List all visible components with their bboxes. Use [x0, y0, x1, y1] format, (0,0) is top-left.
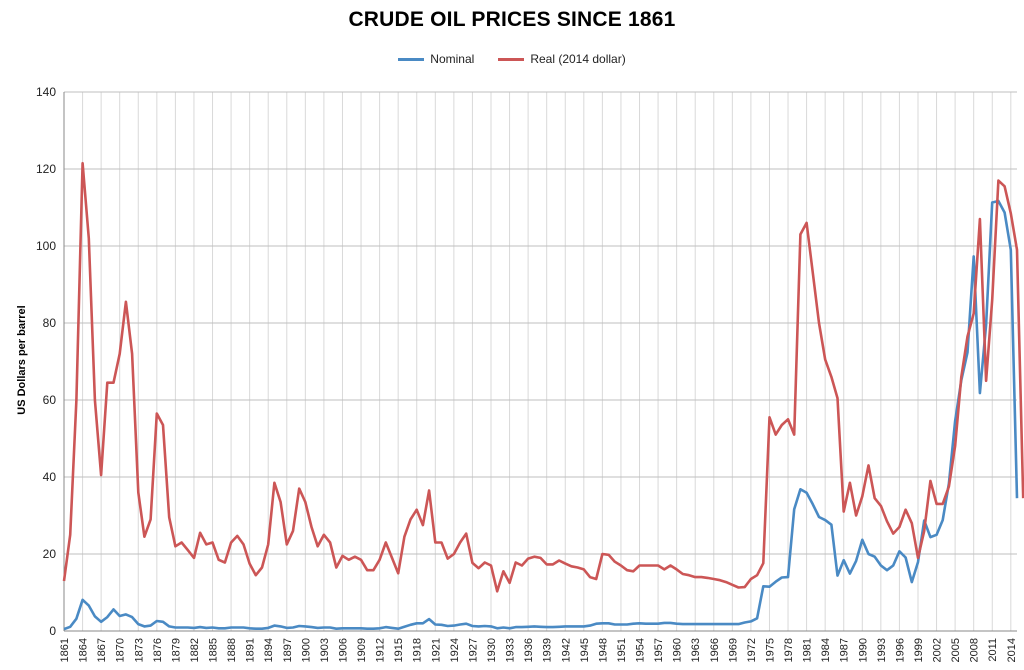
x-tick-label: 2005 — [950, 638, 962, 662]
y-tick-label: 100 — [36, 239, 56, 253]
series-line-real — [62, 161, 1024, 593]
x-tick-label: 1867 — [96, 638, 108, 662]
legend-label-nominal: Nominal — [430, 52, 475, 66]
x-tick-label: 1963 — [690, 638, 702, 662]
y-tick-label: 40 — [43, 470, 57, 484]
x-tick-label: 1861 — [59, 638, 71, 662]
x-tick-label: 1912 — [375, 638, 387, 662]
x-tick-label: 1945 — [579, 638, 591, 662]
x-tick-label: 1960 — [672, 638, 684, 662]
y-tick-label: 140 — [36, 85, 56, 99]
x-tick-label: 1894 — [263, 638, 275, 662]
x-tick-label: 1939 — [542, 638, 554, 662]
x-tick-label: 1891 — [245, 638, 257, 662]
x-tick-label: 1882 — [189, 638, 201, 662]
y-tick-label: 120 — [36, 162, 56, 176]
x-tick-label: 2008 — [969, 638, 981, 662]
y-tick-label: 0 — [49, 624, 56, 638]
x-tick-label: 1864 — [78, 638, 90, 662]
y-tick-label: 20 — [43, 547, 57, 561]
x-tick-label: 1915 — [393, 638, 405, 662]
x-tick-label: 1966 — [709, 638, 721, 662]
x-tick-label: 1876 — [152, 638, 164, 662]
series-line-nominal — [63, 199, 1019, 631]
x-tick-label: 2014 — [1006, 638, 1018, 662]
y-tick-label: 80 — [43, 316, 57, 330]
x-tick-label: 1984 — [820, 638, 832, 662]
x-tick-label: 1909 — [356, 638, 368, 662]
x-tick-label: 1927 — [467, 638, 479, 662]
y-tick-label: 60 — [43, 393, 57, 407]
legend-swatch-nominal — [398, 57, 425, 61]
x-tick-label: 1936 — [523, 638, 535, 662]
x-tick-label: 1981 — [802, 638, 814, 662]
x-tick-label: 1900 — [300, 638, 312, 662]
x-tick-label: 1897 — [282, 638, 294, 662]
x-tick-label: 1921 — [430, 638, 442, 662]
x-tick-label: 1951 — [616, 638, 628, 662]
x-tick-label: 1999 — [913, 638, 925, 662]
x-tick-label: 1870 — [115, 638, 127, 662]
legend-label-real: Real (2014 dollar) — [530, 52, 626, 66]
legend-item-nominal: Nominal — [398, 52, 474, 66]
x-tick-label: 1873 — [133, 638, 145, 662]
x-tick-label: 1903 — [319, 638, 331, 662]
x-tick-label: 1996 — [894, 638, 906, 662]
x-tick-label: 1972 — [746, 638, 758, 662]
x-tick-label: 1993 — [876, 638, 888, 662]
x-tick-label: 1990 — [857, 638, 869, 662]
x-tick-label: 1933 — [505, 638, 517, 662]
x-tick-label: 1969 — [727, 638, 739, 662]
x-tick-label: 2011 — [987, 638, 999, 662]
legend-item-real: Real (2014 dollar) — [498, 52, 626, 66]
x-tick-label: 1954 — [635, 638, 647, 662]
x-tick-label: 1978 — [783, 638, 795, 662]
x-tick-label: 1987 — [839, 638, 851, 662]
x-tick-label: 1975 — [764, 638, 776, 662]
x-tick-label: 1918 — [412, 638, 424, 662]
chart-title: CRUDE OIL PRICES SINCE 1861 — [348, 8, 676, 31]
x-tick-label: 1906 — [337, 638, 349, 662]
x-tick-label: 1888 — [226, 638, 238, 662]
legend-swatch-real — [498, 57, 525, 61]
x-tick-label: 1957 — [653, 638, 665, 662]
x-tick-label: 1885 — [208, 638, 220, 662]
x-tick-label: 1942 — [560, 638, 572, 662]
x-tick-label: 1948 — [597, 638, 609, 662]
x-tick-label: 1930 — [486, 638, 498, 662]
x-tick-label: 2002 — [932, 638, 944, 662]
x-tick-label: 1924 — [449, 638, 461, 662]
x-tick-label: 1879 — [170, 638, 182, 662]
legend: Nominal Real (2014 dollar) — [0, 52, 1024, 66]
